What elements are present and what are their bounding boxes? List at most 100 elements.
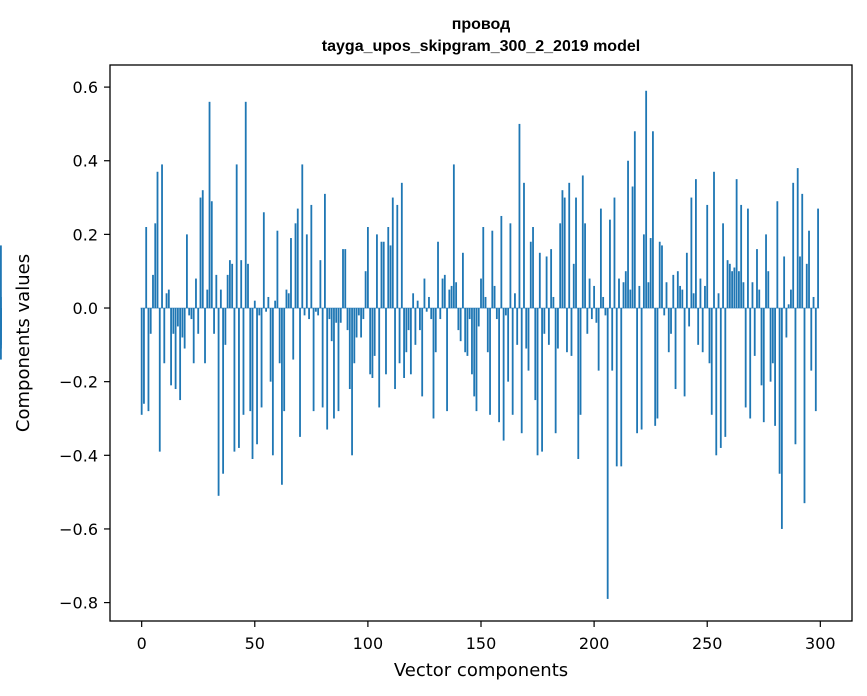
chart-title: провод <box>452 16 511 33</box>
bar <box>389 245 392 309</box>
bar <box>606 308 609 599</box>
bar <box>783 256 786 309</box>
bar <box>296 208 299 309</box>
bar <box>204 308 206 364</box>
bar <box>186 234 188 309</box>
bar <box>511 308 514 415</box>
bar <box>498 308 500 423</box>
plot-area <box>110 65 852 621</box>
bar <box>814 308 817 412</box>
bar <box>380 241 383 309</box>
bar <box>421 308 424 397</box>
y-tick-label: −0.4 <box>59 446 98 465</box>
bar <box>466 308 469 356</box>
bar <box>792 182 795 309</box>
bar <box>382 241 385 309</box>
bar <box>550 249 553 309</box>
bar <box>595 308 598 323</box>
x-tick-label: 50 <box>245 634 265 653</box>
bar <box>541 308 543 452</box>
bar <box>446 308 448 412</box>
bar <box>346 308 349 331</box>
y-axis: −0.8 −0.6 −0.4 −0.2 0.0 0.2 0.4 0.6 <box>59 78 110 613</box>
bar <box>575 197 577 309</box>
bar <box>545 256 548 309</box>
bar <box>801 193 804 309</box>
bar <box>706 204 709 309</box>
x-tick-label: 200 <box>579 634 610 653</box>
bar <box>294 223 297 309</box>
bar <box>563 197 566 309</box>
bar <box>147 308 150 412</box>
bar <box>683 308 686 397</box>
bar <box>317 308 320 316</box>
bar <box>649 238 652 309</box>
bar <box>242 308 245 415</box>
bar <box>287 293 290 309</box>
bar <box>638 285 641 309</box>
bar <box>260 308 263 408</box>
bar <box>319 260 322 309</box>
bar <box>812 296 815 309</box>
bar <box>493 285 496 309</box>
x-tick-label: 100 <box>353 634 384 653</box>
bar <box>588 278 591 309</box>
bar <box>733 267 736 309</box>
bar <box>457 308 460 331</box>
bar <box>765 234 767 309</box>
bar <box>321 308 324 408</box>
bar <box>197 308 200 334</box>
bar <box>412 293 415 309</box>
bar <box>697 308 700 345</box>
bar <box>271 308 274 456</box>
bar <box>405 308 408 353</box>
bar <box>199 197 202 309</box>
bar <box>604 308 607 316</box>
bar <box>274 300 277 309</box>
bar <box>378 308 381 408</box>
bar <box>593 285 596 309</box>
bar <box>615 308 618 467</box>
bar <box>631 186 634 309</box>
bar <box>174 308 177 390</box>
bar <box>520 308 523 434</box>
bar <box>464 308 467 353</box>
bar <box>796 168 799 309</box>
bar <box>753 308 756 356</box>
bar <box>179 308 182 401</box>
bar <box>744 308 747 408</box>
bar <box>428 296 430 309</box>
bar <box>403 308 405 378</box>
bar <box>762 308 765 423</box>
bar <box>527 308 530 371</box>
bar <box>685 252 688 309</box>
bar <box>253 300 256 309</box>
bar <box>665 282 668 309</box>
bar <box>679 285 681 309</box>
bar <box>394 308 396 390</box>
bar <box>471 308 473 375</box>
bar <box>477 308 480 327</box>
bar <box>439 308 442 320</box>
bar <box>249 308 252 412</box>
bar <box>658 241 661 309</box>
bar <box>636 308 638 434</box>
bar <box>525 308 528 349</box>
bar <box>333 308 335 419</box>
bar <box>459 308 462 342</box>
bar <box>152 274 154 309</box>
bar <box>579 308 582 415</box>
bar <box>312 308 315 412</box>
bar <box>210 201 213 309</box>
bar <box>156 171 159 309</box>
bar <box>190 308 193 320</box>
bar <box>514 293 516 309</box>
bar <box>385 308 387 375</box>
bar <box>767 271 770 309</box>
bar <box>534 308 537 401</box>
bar <box>661 245 663 309</box>
bar <box>0 308 2 331</box>
bar <box>215 274 218 309</box>
bar <box>652 131 654 309</box>
bar <box>188 308 191 316</box>
